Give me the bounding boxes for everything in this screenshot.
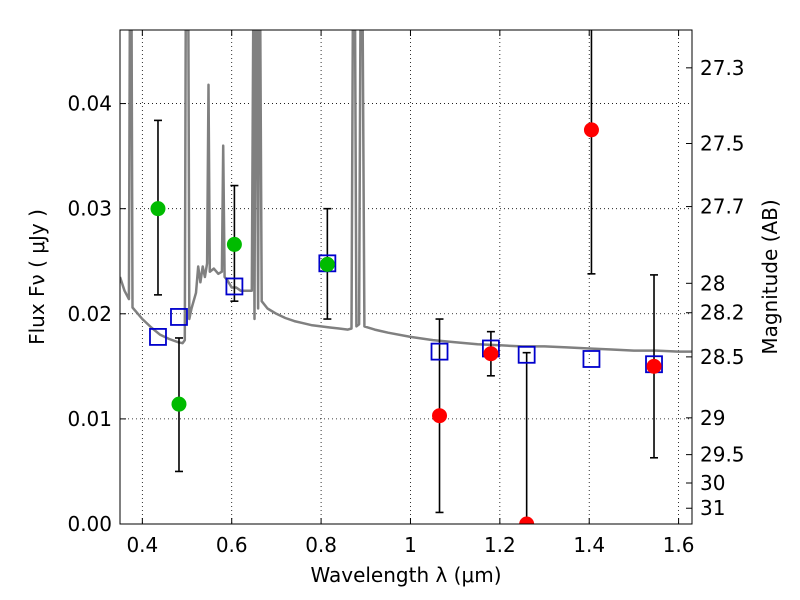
model-spectrum-layer: [120, 30, 692, 353]
y-right-tick-label: 28.2: [700, 301, 745, 325]
green-data-point: [171, 396, 187, 412]
circle-markers: [150, 122, 662, 524]
markers-layer: [149, 122, 663, 524]
x-tick-label: 0.6: [216, 533, 248, 557]
red-data-point: [583, 122, 599, 138]
red-data-point: [519, 516, 535, 524]
y-right-tick-label: 31: [700, 496, 725, 520]
green-data-point: [150, 201, 166, 217]
y-right-tick-label: 27.5: [700, 132, 745, 156]
y-right-tick-label: 30: [700, 471, 725, 495]
x-tick-label: 1.4: [573, 533, 605, 557]
y-tick-label: 0.03: [67, 197, 112, 221]
y-axis-label-right: Magnitude (AB): [758, 199, 782, 354]
model-spectrum-line: [120, 30, 692, 353]
x-tick-label: 0.8: [305, 533, 337, 557]
x-tick-label: 1: [404, 533, 417, 557]
y-right-tick-label: 27.7: [700, 195, 745, 219]
green-data-point: [226, 236, 242, 252]
ticks-layer: 0.4 0.6 0.8 1 1.2 1.4 1.6 0.00 0.01 0.02 0.03 0.04 2…: [67, 30, 745, 557]
error-bars-layer: [153, 30, 659, 524]
x-tick-label: 1.2: [484, 533, 516, 557]
x-tick-label: 1.6: [663, 533, 695, 557]
y-right-tick-label: 29.5: [700, 443, 745, 467]
model-square-marker: [517, 345, 536, 364]
y-tick-label: 0.02: [67, 302, 112, 326]
model-square-marker: [430, 342, 449, 361]
y-right-tick-label: 28: [700, 271, 725, 295]
y-tick-label: 0.04: [67, 92, 112, 116]
x-tick-label: 0.4: [126, 533, 158, 557]
y-right-tick-label: 29: [700, 406, 725, 430]
y-tick-label: 0.00: [67, 512, 112, 536]
y-right-tick-label: 27.3: [700, 56, 745, 80]
red-data-point: [432, 408, 448, 424]
red-data-point: [483, 346, 499, 362]
y-axis-label: Flux Fν ( μJy ): [25, 209, 49, 345]
model-square-marker: [582, 350, 601, 368]
x-axis-label: Wavelength λ (μm): [310, 563, 501, 587]
model-square-marker: [170, 308, 188, 326]
plot-frame: [119, 29, 693, 525]
green-data-point: [319, 256, 335, 272]
y-right-tick-label: 28.5: [700, 345, 745, 369]
y-tick-label: 0.01: [67, 407, 112, 431]
model-square-marker: [225, 277, 244, 296]
red-data-point: [646, 358, 662, 374]
model-square-marker: [149, 328, 167, 346]
